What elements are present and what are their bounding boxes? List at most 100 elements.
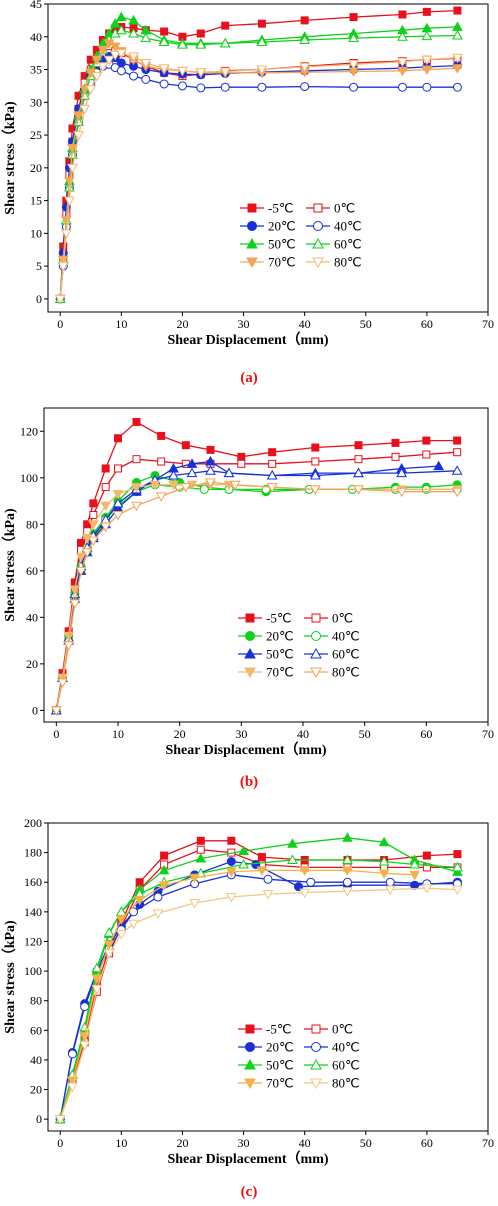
data-point xyxy=(306,877,316,887)
data-point xyxy=(205,478,216,488)
data-point xyxy=(54,294,66,305)
data-point xyxy=(354,441,363,450)
series-2 xyxy=(56,845,462,1124)
legend-entry: 0℃ xyxy=(304,1022,353,1037)
data-point xyxy=(152,909,164,919)
data-point xyxy=(115,11,127,22)
y-tick-label: 40 xyxy=(30,1053,42,1067)
data-point xyxy=(397,82,407,92)
data-point xyxy=(75,552,87,563)
x-tick-label: 50 xyxy=(360,317,372,331)
data-point xyxy=(186,467,198,478)
data-point xyxy=(238,858,249,869)
data-point xyxy=(300,16,309,25)
data-point xyxy=(391,438,400,447)
data-point xyxy=(67,163,78,174)
y-tick-label: 140 xyxy=(24,905,42,919)
y-axis-title: Shear stress（kPa) xyxy=(2,101,18,215)
series-1 xyxy=(52,417,462,715)
data-point xyxy=(89,510,98,519)
data-point xyxy=(195,853,207,863)
data-point xyxy=(391,452,400,461)
data-point xyxy=(421,884,433,894)
y-tick-label: 40 xyxy=(26,610,38,624)
data-point xyxy=(114,464,122,473)
data-point xyxy=(91,984,103,995)
series-line xyxy=(59,840,458,1120)
data-point xyxy=(452,64,463,74)
data-point xyxy=(63,641,75,651)
legend-label: 60℃ xyxy=(332,647,360,662)
legend-marker xyxy=(310,667,322,679)
legend-marker xyxy=(247,221,257,231)
data-point xyxy=(396,467,408,478)
data-point xyxy=(348,32,359,43)
legend-label: 0℃ xyxy=(334,201,355,216)
legend-label: 70℃ xyxy=(268,255,296,270)
data-point xyxy=(223,467,235,478)
data-point xyxy=(433,460,445,471)
legend-entry: 80℃ xyxy=(306,255,362,270)
data-point xyxy=(237,452,246,461)
y-tick-label: 120 xyxy=(20,424,38,438)
data-point xyxy=(225,893,237,903)
data-point xyxy=(453,436,462,445)
data-point xyxy=(73,111,84,121)
data-point xyxy=(421,30,433,41)
legend-entry: -5℃ xyxy=(238,1022,291,1037)
data-point xyxy=(75,566,87,577)
data-point xyxy=(256,36,268,47)
series-4 xyxy=(55,59,462,304)
legend-label: -5℃ xyxy=(266,611,291,626)
legend-label: 0℃ xyxy=(332,1022,353,1037)
legend-marker xyxy=(245,1024,255,1034)
data-point xyxy=(397,31,408,41)
legend-label: 60℃ xyxy=(334,237,362,252)
data-point xyxy=(158,881,170,891)
data-point xyxy=(196,83,206,93)
data-point xyxy=(67,1049,77,1059)
data-point xyxy=(452,53,463,64)
data-point xyxy=(157,431,166,440)
data-point xyxy=(116,66,126,76)
series-3 xyxy=(51,470,462,715)
legend-marker xyxy=(244,667,256,679)
data-point xyxy=(196,836,205,845)
data-point xyxy=(409,870,421,881)
series-line xyxy=(59,874,458,1120)
legend-entry: 0℃ xyxy=(304,611,353,626)
data-point xyxy=(180,483,192,493)
data-point xyxy=(409,858,421,869)
data-point xyxy=(226,857,236,866)
y-tick-label: 160 xyxy=(24,875,42,889)
series-line xyxy=(59,860,458,1120)
legend-entry: 40℃ xyxy=(304,1040,360,1055)
legend-marker xyxy=(244,647,256,659)
data-point xyxy=(453,448,462,457)
data-point xyxy=(422,436,431,445)
data-point xyxy=(266,469,278,480)
plot-frame xyxy=(47,3,489,313)
data-point xyxy=(157,457,166,466)
y-tick-label: 25 xyxy=(30,128,42,142)
data-point xyxy=(422,450,431,459)
data-point xyxy=(131,483,142,493)
data-point xyxy=(189,898,201,909)
data-point xyxy=(128,52,139,62)
chart-panel-1: 0 10 20 30 40 50 60 70 0 5 10 15 20 25 30 35 40 45 Shear D… xyxy=(2,0,494,386)
y-tick-label: 200 xyxy=(24,816,42,830)
data-point xyxy=(256,65,268,76)
legend-label: 20℃ xyxy=(268,219,296,234)
x-tick-label: 60 xyxy=(420,727,432,741)
data-point xyxy=(348,60,359,70)
data-point xyxy=(422,7,431,16)
data-point xyxy=(97,45,109,56)
y-tick-label: 180 xyxy=(24,846,42,860)
legend-entry: 50℃ xyxy=(240,237,296,252)
data-point xyxy=(451,487,463,498)
plot-frame xyxy=(47,822,489,1132)
y-tick-label: 0 xyxy=(36,292,42,306)
data-point xyxy=(155,492,167,502)
x-axis-title: Shear Displacement（mm) xyxy=(167,332,328,348)
chart-panel-2: 0 10 20 30 40 50 60 70 0 20 40 60 80 100 120 Shear Disp… xyxy=(2,407,494,790)
